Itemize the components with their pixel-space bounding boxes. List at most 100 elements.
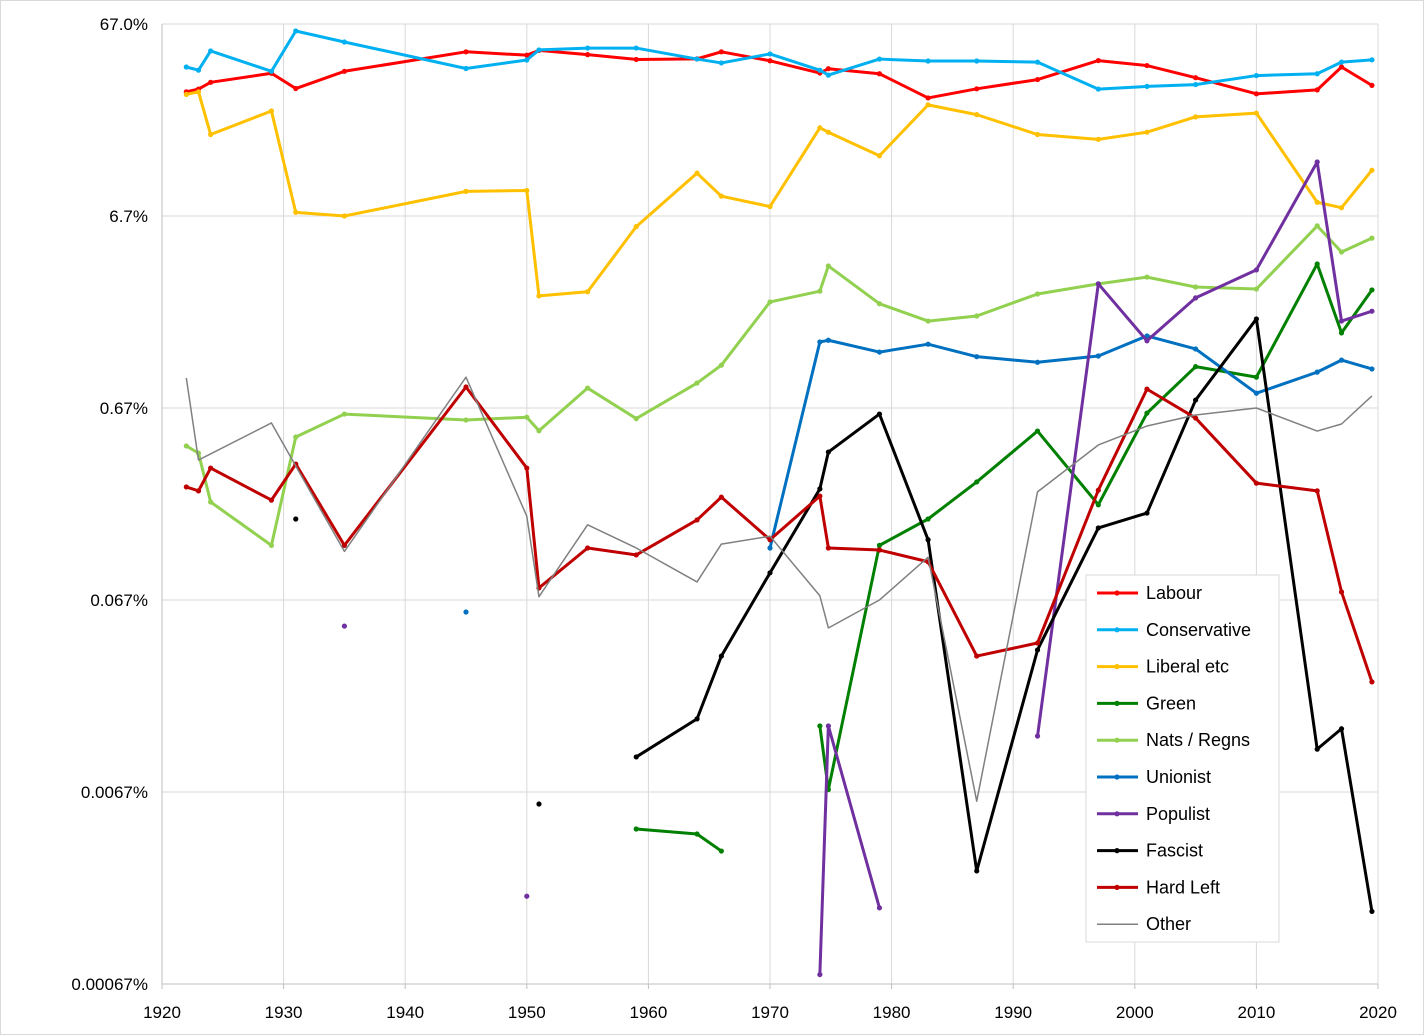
data-point-nats-regns [268,542,275,548]
data-point-liberal-etc [341,213,347,219]
data-point-hard-left [524,465,530,471]
data-point-liberal-etc [1095,136,1101,142]
legend-label-other: Other [1146,914,1191,934]
data-point-liberal-etc [825,129,831,135]
data-point-conservative [536,47,542,53]
data-point-nats-regns [1253,286,1259,292]
series-line-unionist [768,334,1373,549]
data-point-green [1369,287,1375,293]
data-point-unionist [1314,369,1320,375]
data-point-nats-regns [524,414,530,420]
data-point-hard-left [974,653,980,659]
legend-marker-fascist [1114,848,1120,854]
data-point-green [974,479,980,485]
data-point-fascist [1369,908,1375,915]
data-point-nats-regns [825,263,831,269]
x-tick-label: 1950 [508,1003,546,1022]
data-point-hard-left [195,488,202,494]
series-nats-regns [183,223,1375,548]
data-point-hard-left [1034,640,1041,646]
data-point-fascist [825,449,831,455]
legend-marker-conservative [1114,627,1120,633]
data-point-fascist [633,754,639,760]
data-point-green [1253,374,1259,380]
data-point-conservative [694,56,700,62]
data-point-liberal-etc [718,193,724,199]
data-point-conservative [1369,57,1375,63]
x-tick-label: 1920 [143,1003,181,1022]
series-green [633,261,1375,854]
data-point-liberal-etc [1369,167,1375,173]
legend-marker-hard-left [1114,884,1120,891]
data-point-labour [974,86,980,92]
data-point-liberal-etc [268,108,275,114]
data-point-fascist [1144,510,1150,516]
data-point-liberal-etc [767,203,773,210]
data-point-hard-left [825,545,831,551]
data-point-nats-regns [585,385,591,391]
data-point-unionist [767,545,773,551]
data-point-liberal-etc [463,188,469,194]
data-point-labour [1034,76,1041,83]
data-point-liberal-etc [183,91,189,98]
data-point-hard-left [1253,480,1259,486]
data-point-hard-left [183,484,189,490]
legend-label-labour: Labour [1146,583,1202,603]
data-point-liberal-etc [1193,114,1199,120]
data-point-populist [825,723,831,729]
data-point-hard-left [1193,415,1199,421]
data-point-unionist [1095,353,1101,359]
data-point-nats-regns [293,434,299,440]
data-point-hard-left [633,552,639,558]
series-unionist [463,333,1375,615]
data-point-unionist [817,339,823,345]
data-point-liberal-etc [817,125,823,131]
x-tick-label: 2000 [1116,1003,1154,1022]
data-point-unionist [974,354,980,360]
legend-marker-green [1114,700,1120,707]
data-point-conservative [718,60,724,66]
legend-label-conservative: Conservative [1146,620,1251,640]
data-point-labour [767,58,773,64]
data-point-liberal-etc [925,102,931,108]
data-point-labour [463,49,469,55]
data-point-unionist [876,349,883,355]
data-point-populist [1034,733,1041,739]
data-point-hard-left [876,547,883,553]
data-point-unionist [1338,357,1345,363]
data-point-conservative [876,56,883,62]
legend-box [1085,574,1280,943]
data-point-green [876,542,883,548]
series-conservative [183,28,1375,92]
data-point-fascist [974,868,980,874]
data-point-liberal-etc [694,170,700,176]
data-point-liberal-etc [293,209,299,215]
data-point-liberal-etc [1034,131,1041,138]
y-tick-label: 0.67% [100,399,148,418]
data-point-hard-left [585,545,591,551]
axes: 67.0% 6.7% 0.67% 0.067% 0.0067% 0.00067% 1920 1… [71,15,1396,1022]
data-point-green [633,826,639,832]
data-point-populist [876,905,883,911]
data-point-fascist [817,486,823,492]
data-point-populist [1253,267,1259,273]
data-point-nats-regns [767,299,773,305]
data-point-nats-regns [1369,235,1375,241]
x-tick-label: 1970 [751,1003,789,1022]
data-point-conservative [268,68,275,74]
data-point-hard-left [1095,487,1101,493]
data-point-hard-left [1369,679,1375,685]
data-point-conservative [633,45,639,51]
data-point-unionist [1034,359,1041,365]
data-point-labour [825,66,831,72]
data-point-fascist [1253,316,1259,322]
data-point-conservative [925,58,931,64]
data-point-nats-regns [1338,249,1345,255]
legend-label-hard-left: Hard Left [1146,877,1220,897]
data-point-green [1314,261,1320,267]
data-point-nats-regns [876,301,883,307]
data-point-hard-left [341,542,347,548]
data-point-conservative [1095,86,1101,92]
data-point-conservative [974,58,980,64]
data-point-conservative [341,39,347,45]
